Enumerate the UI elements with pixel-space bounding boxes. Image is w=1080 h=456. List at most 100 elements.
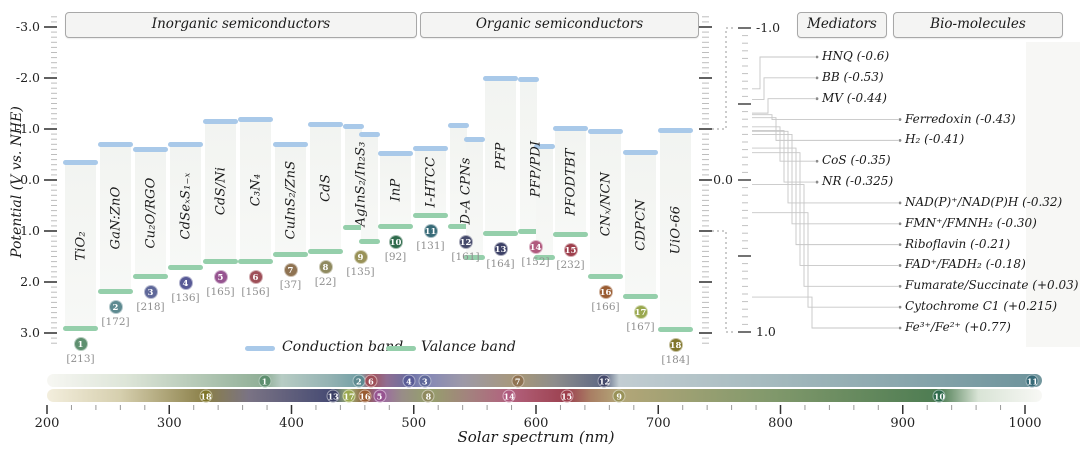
citation-reference: [165] (206, 285, 235, 298)
semiconductor-number-badge: 13 (493, 242, 508, 257)
semiconductor-bar (588, 129, 623, 279)
semiconductor-name: CuInS₂/ZnS (283, 160, 298, 239)
leader-line (752, 212, 898, 308)
conduction-band-line (203, 119, 238, 125)
valence-band-legend-label: Valance band (421, 339, 516, 355)
semiconductor-number-badge: 18 (668, 337, 683, 352)
biomolecule-label: H₂ (-0.41) (905, 132, 965, 147)
semiconductor-name: PFP (493, 142, 508, 170)
y-tick-label: 2.0 (20, 274, 40, 289)
semiconductor-bar (238, 116, 273, 264)
valence-band-line (343, 225, 364, 231)
semiconductor-bar (343, 124, 364, 231)
semiconductor-bar (483, 76, 518, 237)
spectrum-tick-label: 700 (646, 416, 671, 431)
conduction-band-line (413, 145, 448, 151)
valence-band-line (483, 231, 518, 237)
semiconductor-name: GaN:ZnO (108, 186, 123, 250)
y-tick-label: -2.0 (16, 70, 40, 85)
semiconductor-number-badge: 3 (143, 284, 158, 299)
conduction-band-line (308, 121, 343, 127)
conduction-band-line (98, 142, 133, 148)
semiconductor-bar (203, 119, 238, 264)
semiconductor-number-badge: 14 (528, 240, 543, 255)
valence-band-line (518, 229, 539, 235)
citation-reference: [184] (661, 353, 690, 366)
leader-line (752, 296, 898, 329)
mediator-label: NR (-0.325) (822, 174, 894, 189)
semiconductor-name: I-HTCC (423, 156, 438, 208)
section-header-organic: Organic semiconductors (420, 12, 699, 38)
spectrum-tick-label: 300 (157, 416, 182, 431)
conduction-band-line (238, 116, 273, 122)
conduction-band-line (273, 142, 308, 148)
leader-dot (898, 243, 902, 247)
semiconductor-number-badge: 5 (213, 269, 228, 284)
semiconductor-bar (98, 142, 133, 295)
leader-dot (815, 180, 819, 184)
semiconductor-bar (623, 149, 658, 300)
leader-line (752, 56, 815, 90)
mediator-label: MV (-0.44) (822, 90, 887, 105)
leader-dot (815, 159, 819, 163)
biomolecule-label: Riboflavin (-0.21) (905, 236, 1011, 251)
semiconductor-name: CdS (318, 174, 333, 203)
semiconductor-number-badge: 10 (388, 234, 403, 249)
biomolecule-label: Cytochrome C1 (+0.215) (905, 299, 1058, 314)
absorption-edge-badge: 3 (418, 374, 432, 387)
conduction-band-line (63, 160, 98, 166)
conduction-band-line (518, 77, 539, 83)
semiconductor-bar (464, 137, 485, 261)
section-header-biomolecules: Bio-molecules (893, 12, 1063, 38)
conduction-band-line (448, 122, 469, 128)
valence-band-line (464, 255, 485, 261)
mediator-label: BB (-0.53) (822, 69, 884, 84)
biomolecule-label: Fe³⁺/Fe²⁺ (+0.77) (905, 320, 1011, 334)
spectrum-tick-label: 800 (768, 416, 793, 431)
valence-band-line (168, 264, 203, 270)
section-header-inorganic: Inorganic semiconductors (65, 12, 417, 38)
absorption-edge-badge: 6 (364, 374, 378, 387)
semiconductor-name: D-A CPNs (458, 158, 473, 225)
y-axis-title: Potential (V vs. NHE) (9, 106, 25, 258)
conduction-band-line (658, 128, 693, 134)
semiconductor-name: UiO-66 (668, 205, 683, 255)
semiconductor-name: AgInS₂/In₂S₃ (353, 141, 368, 227)
semiconductor-number-badge: 12 (458, 234, 473, 249)
semiconductor-bar (658, 128, 693, 332)
biomolecule-label: Fumarate/Succinate (+0.03) (905, 278, 1079, 293)
semiconductor-number-badge: 7 (283, 262, 298, 277)
valence-band-line (308, 249, 343, 255)
spectrum-row-top (47, 374, 1043, 387)
absorption-edge-badge: 17 (342, 389, 356, 402)
semiconductor-number-badge: 11 (423, 223, 438, 238)
valence-band-line (378, 223, 413, 229)
leader-dot (815, 55, 819, 59)
conduction-band-line (483, 76, 518, 81)
semiconductor-bar (534, 143, 555, 261)
y-tick-label: 3.0 (20, 325, 40, 340)
semiconductor-number-badge: 2 (108, 300, 123, 315)
semiconductor-bar (63, 160, 98, 331)
citation-reference: [156] (241, 285, 270, 298)
leader-line (752, 98, 815, 114)
conduction-band-line (359, 132, 380, 138)
citation-reference: [136] (171, 291, 200, 304)
valence-band-line (413, 212, 448, 218)
conduction-band-line (553, 125, 588, 131)
semiconductor-bar (273, 142, 308, 257)
y-tick-label: -3.0 (16, 19, 40, 34)
absorption-edge-badge: 1 (258, 374, 272, 387)
semiconductor-number-badge: 16 (598, 284, 613, 299)
citation-reference: [164] (486, 258, 515, 271)
valence-band-line (553, 232, 588, 238)
valence-band-line (133, 273, 168, 279)
absorption-edge-badge: 10 (932, 389, 946, 402)
semiconductor-name: CNₓ/NCN (598, 171, 613, 237)
spectrum-tick-label: 500 (401, 416, 426, 431)
semiconductor-bar (168, 142, 203, 270)
semiconductor-bar (378, 150, 413, 229)
